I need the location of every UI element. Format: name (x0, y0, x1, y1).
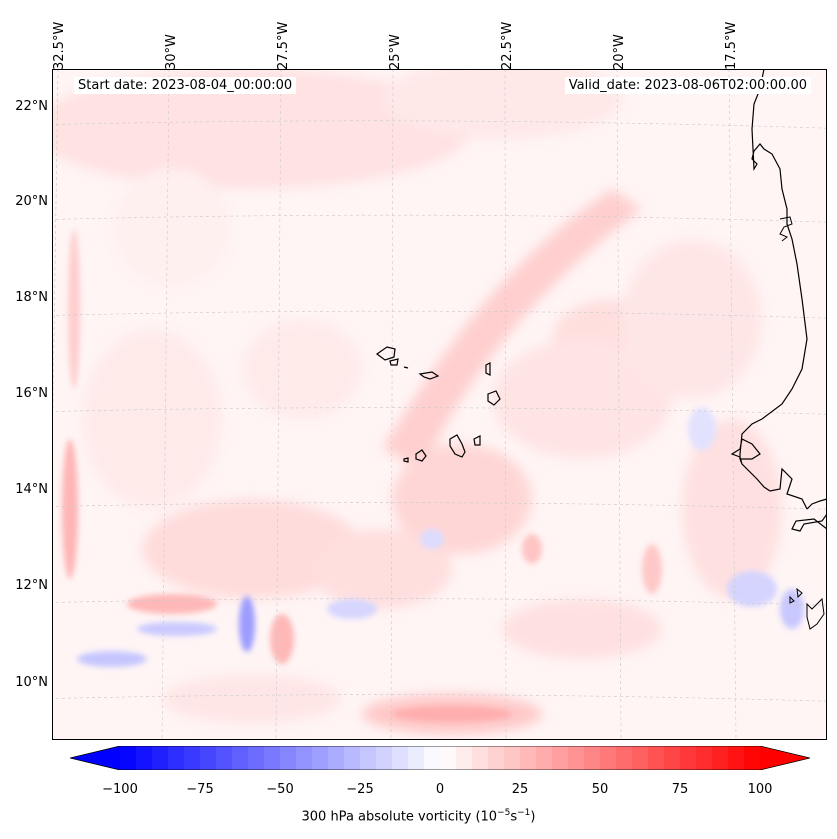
colorbar-segment (264, 746, 281, 770)
colorbar-segment (424, 746, 441, 770)
colorbar-segment (232, 746, 249, 770)
colorbar-segment (280, 746, 297, 770)
vorticity-features (62, 229, 804, 722)
colorbar-segment (312, 746, 329, 770)
guinea-bissau-islands (789, 587, 803, 604)
colorbar-min-extension (70, 746, 120, 770)
latitude-label: 18°N (15, 290, 48, 305)
colorbar-segment (168, 746, 185, 770)
colorbar-segment (520, 746, 537, 770)
start-date-label: Start date: 2023-08-04_00:00:00 (74, 77, 297, 94)
island-sal (485, 362, 491, 376)
colorbar-segment (392, 746, 409, 770)
colorbar-label: 300 hPa absolute vorticity (10−5s−1) (0, 808, 837, 824)
colorbar-segment (216, 746, 233, 770)
latitude-label: 10°N (15, 675, 48, 690)
island-fogo (415, 449, 427, 462)
colorbar-segment (296, 746, 313, 770)
colorbar-segment (456, 746, 473, 770)
latitude-label: 22°N (15, 99, 48, 114)
colorbar-segment (248, 746, 265, 770)
latitude-label: 12°N (15, 578, 48, 593)
colorbar-segment (712, 746, 729, 770)
island-sao-vicente (389, 358, 399, 366)
longitude-label: 17.5°W (724, 21, 739, 70)
colorbar-segment (728, 746, 745, 770)
colorbar-segment (600, 746, 617, 770)
colorbar-segment (440, 746, 457, 770)
colorbar-segment (744, 746, 761, 770)
colorbar-label-text: 300 hPa absolute vorticity (10 (301, 809, 498, 825)
island-santiago (449, 434, 466, 458)
map-panel: Start date: 2023-08-04_00:00:00 Valid_da… (52, 69, 827, 740)
gambia-coast (779, 216, 793, 242)
colorbar-tick-label: −25 (346, 782, 374, 797)
colorbar-segment (360, 746, 377, 770)
latitude-label: 20°N (15, 194, 48, 209)
colorbar-label-end: ) (530, 809, 536, 825)
cape-verde-islands (375, 346, 501, 463)
colorbar-segment (664, 746, 681, 770)
colorbar-tick-label: 75 (671, 782, 689, 797)
longitude-label: 25°W (388, 34, 403, 70)
guinea-coast (806, 597, 825, 630)
island-maio (473, 435, 481, 446)
longitude-label: 30°W (164, 34, 179, 70)
colorbar-tick-label: 0 (435, 782, 445, 797)
colorbar-tick-label: 25 (511, 782, 529, 797)
colorbar-segment (632, 746, 649, 770)
colorbar-tick-label: −75 (186, 782, 214, 797)
colorbar-label-exp2: −1 (517, 808, 531, 818)
colorbar-segment (680, 746, 697, 770)
island-santo-antao (375, 346, 396, 361)
colorbar-segment (408, 746, 425, 770)
colorbar-segment (584, 746, 601, 770)
colorbar-segment (648, 746, 665, 770)
colorbar-label-mid: s (510, 809, 518, 825)
latitude-label: 16°N (15, 386, 48, 401)
colorbar-segment (120, 746, 137, 770)
colorbar-segment (504, 746, 521, 770)
longitude-label: 20°W (612, 34, 627, 70)
colorbar-tick-label: −50 (266, 782, 294, 797)
colorbar-tick-label: −100 (102, 782, 138, 797)
colorbar-segment (536, 746, 553, 770)
colorbar-segment (344, 746, 361, 770)
colorbar-segment (376, 746, 393, 770)
colorbar-segment (552, 746, 569, 770)
colorbar-segment (568, 746, 585, 770)
colorbar-label-exp1: −5 (497, 808, 511, 818)
colorbar-segment (696, 746, 713, 770)
island-boa-vista (487, 390, 501, 406)
longitude-label: 27.5°W (276, 21, 291, 70)
longitude-label: 32.5°W (52, 21, 67, 70)
island-brava (403, 457, 409, 463)
colorbar-segment (152, 746, 169, 770)
map-frame (52, 69, 827, 740)
graticule (52, 69, 827, 740)
colorbar (70, 746, 810, 770)
vorticity-field (52, 69, 782, 734)
island-santa-luzia (403, 366, 409, 369)
latitude-label: 14°N (15, 482, 48, 497)
colorbar-segments (70, 746, 810, 770)
island-sao-nicolau (418, 371, 440, 380)
vorticity-map (52, 69, 827, 740)
colorbar-segment (136, 746, 153, 770)
longitude-label: 22.5°W (500, 21, 515, 70)
colorbar-segment (328, 746, 345, 770)
valid-date-label: Valid_date: 2023-08-06T02:00:00.00 (564, 77, 811, 94)
colorbar-max-extension (760, 746, 810, 770)
africa-coastline (730, 69, 827, 740)
colorbar-segment (200, 746, 217, 770)
colorbar-tick-label: 100 (747, 782, 773, 797)
colorbar-segment (488, 746, 505, 770)
colorbar-tick-label: 50 (591, 782, 609, 797)
colorbar-segment (184, 746, 201, 770)
colorbar-segment (472, 746, 489, 770)
colorbar-segment (616, 746, 633, 770)
